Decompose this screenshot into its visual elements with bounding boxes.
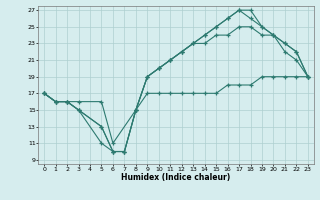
X-axis label: Humidex (Indice chaleur): Humidex (Indice chaleur) [121,173,231,182]
